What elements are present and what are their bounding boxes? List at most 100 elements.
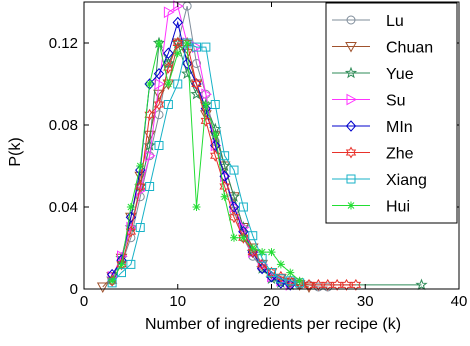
data-point-zhe	[331, 278, 343, 291]
data-point-hui	[248, 244, 257, 252]
data-point-su	[163, 6, 175, 19]
data-point-hui	[136, 162, 145, 170]
data-point-xiang	[248, 231, 258, 241]
legend-item-zhe: Zhe	[332, 146, 414, 163]
data-point-zhe	[228, 211, 240, 224]
data-point-hui	[192, 203, 201, 211]
legend: Lu Chuan Yue Su MIn Zhe Xiang Hui	[325, 2, 458, 224]
x-tick-label: 30	[357, 293, 374, 310]
data-point-xiang	[267, 268, 276, 278]
data-point-zhe	[116, 258, 127, 271]
data-point-min	[144, 78, 155, 90]
data-point-xiang	[117, 268, 126, 278]
legend-marker-xiang	[346, 174, 356, 184]
data-point-zhe	[219, 180, 230, 193]
plot-area	[96, 0, 428, 293]
data-point-su	[238, 221, 250, 234]
data-point-hui	[155, 39, 163, 47]
y-tick-label: 0.08	[49, 117, 78, 134]
data-point-zhe	[191, 78, 202, 90]
legend-item-lu: Lu	[332, 13, 404, 30]
legend-item-min: MIn	[332, 119, 413, 136]
data-point-min	[181, 57, 193, 70]
data-point-su	[154, 78, 166, 90]
data-point-yue	[415, 278, 428, 291]
data-point-zhe	[322, 278, 333, 291]
data-point-xiang	[285, 276, 295, 286]
x-axis-label: Number of ingredients per recipe (k)	[145, 316, 401, 333]
data-point-hui	[286, 268, 295, 277]
data-point-lu	[192, 59, 201, 68]
data-point-chuan	[96, 282, 109, 293]
data-point-xiang	[154, 141, 164, 150]
data-point-hui	[173, 49, 182, 58]
data-point-hui	[230, 233, 238, 242]
data-point-hui	[201, 100, 210, 109]
data-point-xiang	[276, 274, 286, 284]
legend-label-hui: Hui	[386, 199, 410, 216]
data-point-min	[153, 68, 165, 80]
x-tick-label: 10	[169, 293, 186, 310]
data-point-hui	[126, 203, 135, 211]
data-point-hui	[267, 248, 276, 257]
data-point-zhe	[172, 37, 183, 49]
data-point-min	[163, 47, 174, 59]
legend-item-yue: Yue	[332, 66, 414, 83]
data-point-xiang	[145, 182, 155, 191]
data-point-hui	[145, 80, 154, 88]
data-point-zhe	[238, 231, 249, 244]
data-point-zhe	[303, 278, 315, 291]
legend-item-xiang: Xiang	[332, 172, 427, 189]
series-hui	[108, 39, 304, 285]
legend-label-xiang: Xiang	[386, 172, 427, 189]
data-point-zhe	[341, 278, 352, 291]
y-tick-label: 0	[70, 281, 78, 298]
data-point-chuan	[200, 110, 212, 121]
data-point-zhe	[275, 270, 287, 283]
y-tick-label: 0.12	[49, 35, 78, 52]
legend-marker-hui	[347, 201, 355, 210]
data-point-su	[145, 149, 156, 162]
data-point-chuan	[190, 79, 203, 91]
series-line-zhe	[111, 42, 356, 286]
legend-item-chuan: Chuan	[332, 40, 433, 57]
legend-marker-su	[346, 93, 358, 106]
data-point-hui	[183, 39, 192, 47]
data-point-xiang	[192, 42, 201, 52]
legend-marker-zhe	[345, 146, 357, 159]
x-tick-label: 20	[263, 293, 280, 310]
data-point-xiang	[210, 100, 220, 109]
y-axis-label: P(k)	[7, 137, 24, 166]
data-point-xiang	[126, 259, 136, 269]
data-point-min	[172, 16, 183, 29]
legend-marker-min	[345, 120, 357, 132]
axes: 0 10 20 30 40 0 0.04 0.08 0.12	[49, 1, 467, 310]
series-line-hui	[111, 41, 300, 282]
data-point-xiang	[163, 100, 173, 109]
data-point-hui	[258, 248, 267, 257]
y-tick-label: 0.04	[49, 199, 78, 216]
legend-box	[325, 2, 458, 224]
data-point-xiang	[220, 151, 230, 161]
data-point-zhe	[350, 278, 362, 291]
legend-marker-chuan	[345, 42, 357, 53]
data-point-lu	[135, 192, 145, 202]
legend-label-yue: Yue	[386, 66, 414, 83]
data-point-zhe	[153, 98, 165, 111]
data-point-hui	[276, 260, 285, 269]
series-chuan	[96, 38, 315, 293]
data-point-hui	[211, 131, 220, 140]
data-point-zhe	[144, 108, 155, 121]
data-point-zhe	[125, 225, 137, 238]
series-line-chuan	[102, 41, 310, 288]
series-line-su	[111, 5, 291, 286]
legend-label-lu: Lu	[386, 13, 404, 30]
data-point-hui	[220, 192, 229, 201]
x-tick-label: 0	[80, 293, 88, 310]
legend-marker-yue	[344, 66, 358, 79]
legend-label-chuan: Chuan	[386, 40, 433, 57]
data-point-hui	[108, 276, 117, 285]
data-point-hui	[117, 260, 126, 269]
